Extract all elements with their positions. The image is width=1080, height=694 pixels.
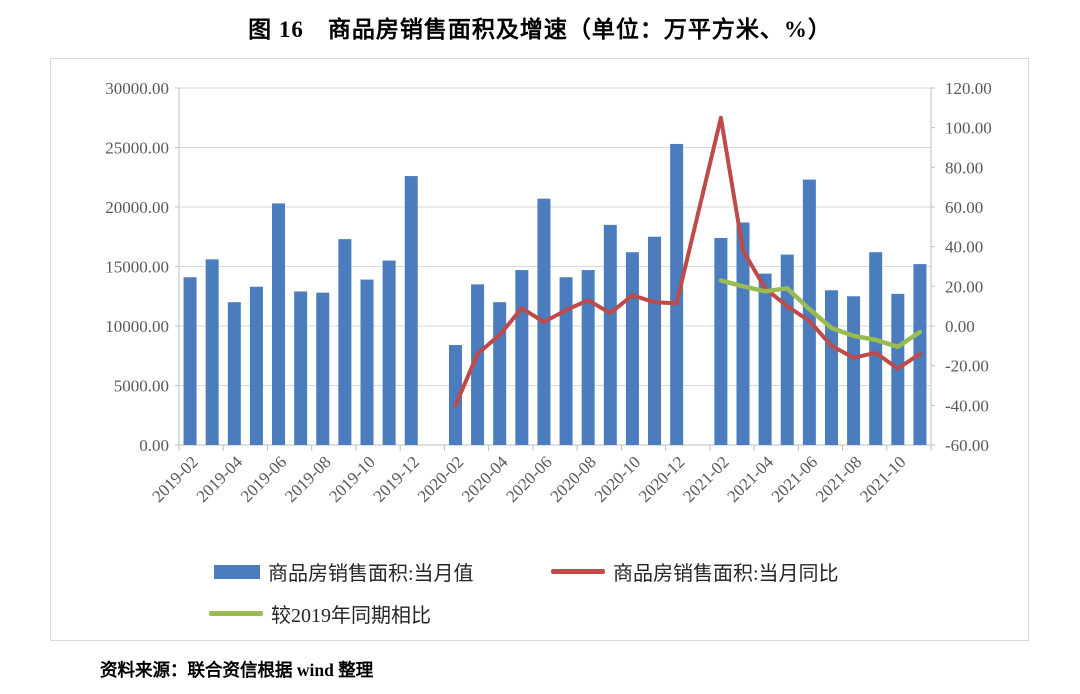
axis-tick-label: -40.00 <box>945 396 989 415</box>
bar-2021-04 <box>758 273 772 445</box>
bar-2021-08 <box>847 296 861 445</box>
bar-2020-04 <box>493 302 507 445</box>
bar-2019-05 <box>249 286 263 445</box>
axis-tick-label: 2019-10 <box>325 452 379 506</box>
bar-2021-09 <box>869 252 883 445</box>
bar-2020-09 <box>603 224 617 445</box>
axis-tick-label: 2021-08 <box>812 452 866 506</box>
axis-tick-label: 2019-06 <box>237 452 291 506</box>
axis-tick-label: 2021-10 <box>856 452 910 506</box>
bar-2020-11 <box>648 236 662 445</box>
axis-tick-label: 60.00 <box>945 198 983 217</box>
axis-tick-label: 2021-06 <box>768 452 822 506</box>
axis-tick-label: 25000.00 <box>105 139 169 158</box>
bar-2019-09 <box>338 239 352 445</box>
axis-tick-label: 2020-06 <box>502 452 556 506</box>
bar-2021-05 <box>780 254 794 445</box>
chart-canvas: 0.00 5000.00 10000.00 15000.00 20000.00 25000… <box>105 79 992 506</box>
bar-2019-06 <box>272 203 286 445</box>
bar-2019-12 <box>404 176 418 445</box>
bar-2021-07 <box>824 290 838 445</box>
bar-2021-06 <box>802 179 816 445</box>
legend-label-sales-area: 商品房销售面积:当月值 <box>268 563 474 585</box>
bar-2019-03 <box>205 259 219 445</box>
legend-swatch-line-green <box>209 611 263 616</box>
axis-tick-label: 0.00 <box>139 436 169 455</box>
legend-item-sales-area: 商品房销售面积:当月值 <box>214 557 474 586</box>
legend-item-vs2019: 较2019年同期相比 <box>209 599 431 628</box>
axis-tick-label: 20000.00 <box>105 198 169 217</box>
axis-tick-label: 20.00 <box>945 277 983 296</box>
axis-tick-label: 2019-04 <box>193 452 247 506</box>
axis-tick-label: 15000.00 <box>105 258 169 277</box>
bar-2019-04 <box>227 302 241 445</box>
axis-tick-label: 0.00 <box>945 317 975 336</box>
bar-2021-02 <box>714 237 728 445</box>
axis-tick-label: 2019-08 <box>281 452 335 506</box>
axis-tick-label: 10000.00 <box>105 317 169 336</box>
bar-2019-07 <box>294 291 308 445</box>
legend-item-yoy: 商品房销售面积:当月同比 <box>551 557 839 586</box>
axis-tick-label: -60.00 <box>945 436 989 455</box>
axis-tick-label: 2021-04 <box>723 452 777 506</box>
legend-label-vs2019: 较2019年同期相比 <box>271 605 431 627</box>
axis-tick-label: 2020-12 <box>635 452 689 506</box>
axis-tick-label: 2020-02 <box>414 452 468 506</box>
axis-tick-label: 2021-02 <box>679 452 733 506</box>
axis-tick-label: 30000.00 <box>105 79 169 98</box>
bar-2019-08 <box>316 292 330 445</box>
axis-tick-label: 2020-08 <box>546 452 600 506</box>
axis-tick-label: 2020-10 <box>591 452 645 506</box>
axis-tick-label: 2019-02 <box>148 452 202 506</box>
axis-tick-label: -20.00 <box>945 357 989 376</box>
axis-tick-label: 100.00 <box>945 119 992 138</box>
axis-tick-label: 80.00 <box>945 158 983 177</box>
bar-2019-10 <box>360 279 374 445</box>
axis-tick-label: 120.00 <box>945 79 992 98</box>
bar-2020-08 <box>581 270 595 445</box>
bar-2020-10 <box>625 252 639 445</box>
source-note: 资料来源：联合资信根据 wind 整理 <box>100 660 374 680</box>
bar-2020-02 <box>448 345 462 445</box>
bar-2020-03 <box>471 284 485 445</box>
axis-tick-label: 40.00 <box>945 238 983 257</box>
axis-tick-label: 5000.00 <box>114 377 169 396</box>
chart-frame: 0.00 5000.00 10000.00 15000.00 20000.00 25000… <box>50 58 1029 641</box>
legend-label-yoy: 商品房销售面积:当月同比 <box>613 563 839 585</box>
yoy-line <box>453 115 922 408</box>
chart-title: 图 16 商品房销售面积及增速（单位：万平方米、%） <box>248 17 832 42</box>
vs2019-line <box>718 278 923 350</box>
bar-2020-05 <box>515 270 529 445</box>
axis-tick-label: 2020-04 <box>458 452 512 506</box>
bar-2020-07 <box>559 277 573 445</box>
axis-tick-label: 2019-12 <box>370 452 424 506</box>
bar-2019-11 <box>382 260 396 445</box>
bar-2019-02 <box>183 277 197 445</box>
legend-swatch-bar-blue <box>214 564 260 579</box>
bar-2021-03 <box>736 222 750 445</box>
legend-swatch-line-red <box>551 569 605 574</box>
